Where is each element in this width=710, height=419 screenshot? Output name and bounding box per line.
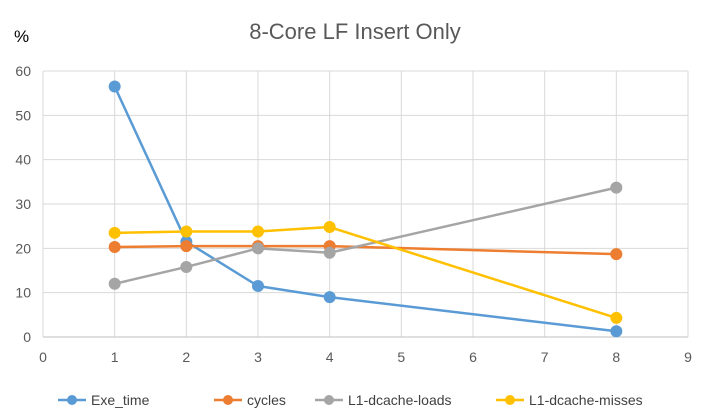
x-tick-label: 9 [684, 349, 692, 365]
y-tick-label: 40 [15, 152, 31, 168]
x-tick-label: 0 [39, 349, 47, 365]
data-point-cycles [180, 240, 193, 253]
x-tick-label: 1 [111, 349, 119, 365]
data-point-exe-time [252, 280, 264, 293]
legend-label: L1-dcache-misses [529, 392, 643, 408]
data-point-l1-dcache-misses [323, 221, 336, 234]
data-point-exe-time [323, 291, 336, 304]
series-exe-time [108, 80, 623, 338]
legend-item-exe-time: Exe_time [58, 392, 150, 408]
data-point-l1-dcache-misses [610, 311, 623, 324]
series-l1-dcache-loads [108, 181, 623, 290]
legend-marker-icon [324, 395, 334, 405]
gridlines [42, 70, 689, 337]
data-point-l1-dcache-misses [252, 225, 264, 238]
data-point-l1-dcache-loads [108, 277, 121, 290]
data-point-l1-dcache-loads [180, 260, 193, 273]
legend-label: L1-dcache-loads [348, 392, 452, 408]
x-tick-label: 7 [541, 349, 549, 365]
x-tick-label: 6 [469, 349, 477, 365]
data-point-l1-dcache-misses [108, 226, 121, 239]
data-point-exe-time [108, 80, 121, 93]
x-tick-label: 8 [612, 349, 620, 365]
data-point-l1-dcache-misses [180, 225, 193, 238]
legend-label: Exe_time [91, 392, 150, 408]
data-point-cycles [108, 241, 121, 254]
x-tick-label: 2 [182, 349, 190, 365]
axes: 0 10 20 30 40 50 60 0 1 2 3 4 5 6 7 8 9 [15, 63, 692, 365]
y-tick-label: 10 [15, 285, 31, 301]
legend-marker-icon [67, 395, 77, 405]
legend-marker-icon [223, 395, 233, 405]
y-axis-label: % [14, 27, 29, 46]
y-tick-label: 20 [15, 240, 31, 256]
chart-title: 8-Core LF Insert Only [249, 19, 461, 44]
y-tick-label: 50 [15, 107, 31, 123]
data-point-cycles [610, 248, 623, 261]
y-tick-label: 0 [23, 329, 31, 345]
data-point-l1-dcache-loads [610, 181, 623, 194]
x-tick-label: 4 [326, 349, 334, 365]
legend-item-cycles: cycles [214, 392, 286, 408]
series-l1-dcache-misses [108, 221, 623, 324]
y-tick-label: 30 [15, 196, 31, 212]
legend: Exe_time cycles L1-dcache-loads L1-dcache-m… [58, 392, 643, 408]
legend-marker-icon [505, 395, 515, 405]
legend-label: cycles [247, 392, 286, 408]
series-group [108, 80, 623, 338]
legend-item-l1-dcache-loads: L1-dcache-loads [315, 392, 452, 408]
y-tick-label: 60 [15, 63, 31, 79]
data-point-l1-dcache-loads [323, 246, 336, 259]
legend-item-l1-dcache-misses: L1-dcache-misses [496, 392, 643, 408]
x-tick-label: 3 [254, 349, 262, 365]
data-point-l1-dcache-loads [252, 242, 264, 255]
data-point-exe-time [610, 325, 623, 338]
x-tick-label: 5 [397, 349, 405, 365]
